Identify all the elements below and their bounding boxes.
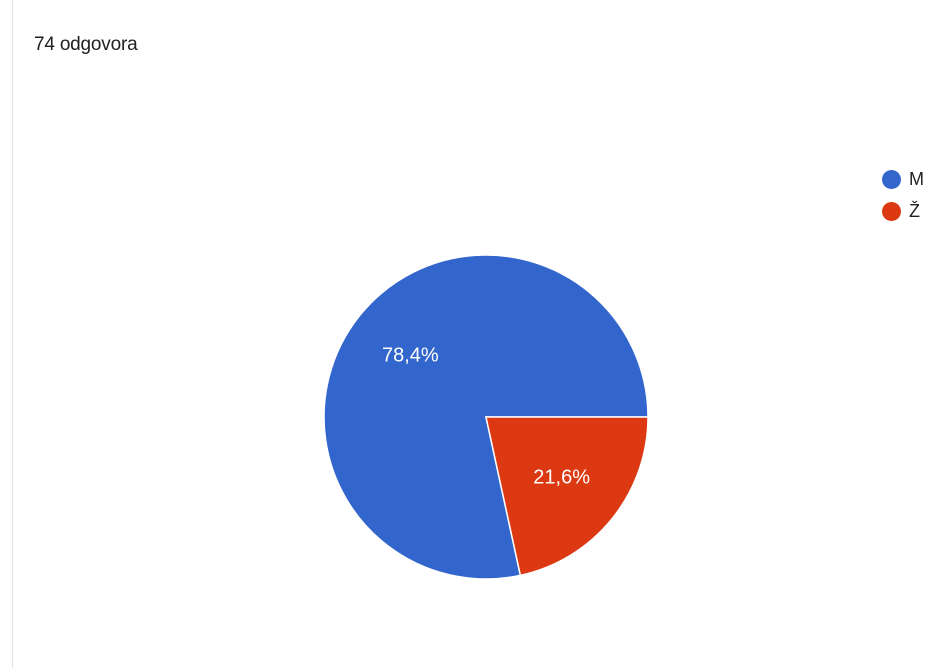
legend-label-z: Ž — [909, 200, 920, 221]
legend-item-m[interactable]: M — [882, 163, 924, 195]
left-divider — [12, 0, 13, 668]
legend-swatch-z-icon — [882, 201, 901, 221]
slice-label-z: 21,6% — [533, 466, 590, 488]
slice-label-m: 78,4% — [382, 344, 439, 366]
response-count: 74 odgovora — [34, 34, 138, 55]
legend-item-z[interactable]: Ž — [882, 195, 924, 227]
pie-slice-z[interactable] — [485, 416, 649, 577]
chart-legend: M Ž — [882, 163, 924, 227]
legend-swatch-m-icon — [882, 169, 901, 189]
legend-label-m: M — [909, 168, 924, 189]
